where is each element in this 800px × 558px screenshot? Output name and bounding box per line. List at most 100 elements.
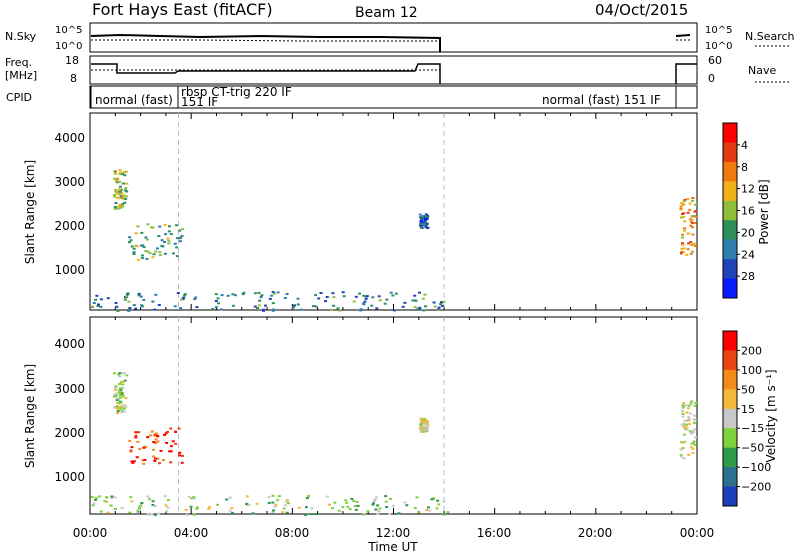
scatter-cell	[165, 510, 169, 513]
scatter-cell	[439, 301, 443, 304]
scatter-cell	[114, 302, 118, 304]
scatter-cell	[328, 503, 331, 506]
scatter-cell	[130, 460, 134, 463]
scatter-cell	[231, 293, 235, 296]
scatter-cell	[426, 424, 430, 427]
scatter-cell	[121, 182, 125, 185]
scatter-cell	[281, 511, 285, 514]
scatter-cell	[129, 449, 133, 452]
scatter-cell	[276, 291, 280, 294]
scatter-cell	[123, 410, 126, 413]
scatter-cell	[385, 506, 389, 508]
scatter-cell	[91, 504, 95, 507]
scatter-cell	[691, 233, 695, 236]
scatter-cell	[422, 221, 426, 223]
scatter-cell	[273, 505, 277, 508]
scatter-cell	[132, 304, 136, 307]
noise-tick-low-left: 10^0	[55, 41, 82, 52]
scatter-cell	[258, 299, 262, 302]
scatter-cell	[113, 406, 117, 409]
scatter-cell	[231, 304, 235, 307]
scatter-cell	[686, 248, 690, 251]
velocity-colorbar-label: Velocity [m s⁻¹]	[764, 369, 778, 462]
scatter-cell	[113, 207, 117, 210]
scatter-cell	[692, 414, 696, 417]
scatter-cell	[192, 513, 196, 516]
scatter-cell	[132, 253, 136, 255]
scatter-cell	[285, 499, 289, 501]
scatter-cell	[419, 426, 423, 429]
scatter-cell	[144, 445, 148, 448]
scatter-cell	[118, 193, 122, 196]
scatter-cell	[117, 373, 121, 376]
xtick-1200: 12:00	[376, 526, 411, 540]
scatter-cell	[120, 406, 124, 409]
scatter-cell	[423, 293, 427, 296]
scatter-cell	[114, 202, 118, 204]
scatter-cell	[135, 456, 139, 459]
scatter-cell	[325, 296, 329, 298]
noise-panel: N.Sky N.Search 10^5 10^0 10^5 10^0	[5, 22, 795, 53]
scatter-cell	[687, 418, 691, 421]
scatter-cell	[167, 239, 171, 242]
scatter-cell	[130, 446, 134, 449]
scatter-cell	[124, 297, 128, 300]
scatter-cell	[682, 425, 686, 428]
scatter-cell	[114, 189, 118, 192]
colorbar-tick-label: 28	[741, 270, 755, 283]
scatter-cell	[195, 507, 199, 510]
scatter-cell	[115, 305, 119, 308]
scatter-cell	[418, 306, 422, 309]
scatter-cell	[405, 504, 409, 507]
scatter-cell	[125, 190, 129, 193]
colorbar-swatch	[723, 142, 737, 163]
scatter-cell	[687, 453, 691, 456]
scatter-cell	[121, 372, 125, 375]
scatter-cell	[151, 448, 155, 451]
scatter-cell	[376, 504, 380, 507]
colorbar-swatch	[723, 123, 737, 143]
scatter-cell	[118, 407, 121, 410]
power-ylabel: Slant Range [km]	[23, 160, 37, 264]
scatter-cell	[691, 197, 695, 199]
cpid-segment-3: normal (fast) 151 IF	[542, 93, 661, 107]
scatter-cell	[694, 215, 698, 218]
scatter-cell	[694, 401, 698, 404]
velocity-ylabel: Slant Range [km]	[23, 364, 37, 468]
scatter-cell	[114, 171, 118, 174]
scatter-cell	[183, 293, 187, 296]
scatter-cell	[184, 508, 188, 511]
scatter-cell	[362, 294, 366, 297]
scatter-cell	[110, 495, 114, 498]
scatter-cell	[682, 251, 686, 253]
scatter-cell	[403, 501, 407, 504]
scatter-cell	[389, 497, 393, 500]
velocity-ytick-4000: 4000	[54, 337, 85, 351]
scatter-cell	[324, 300, 327, 303]
scatter-cell	[285, 511, 289, 514]
scatter-cell	[422, 417, 426, 420]
scatter-cell	[374, 508, 378, 511]
scatter-cell	[220, 294, 224, 297]
scatter-cell	[226, 294, 230, 297]
scatter-cell	[397, 512, 401, 515]
scatter-cell	[383, 302, 387, 305]
scatter-cell	[154, 293, 158, 296]
scatter-cell	[119, 195, 123, 198]
scatter-cell	[113, 206, 117, 208]
scatter-cell	[684, 404, 688, 407]
scatter-cell	[442, 513, 446, 516]
scatter-cell	[153, 459, 157, 462]
scatter-cell	[687, 232, 691, 235]
scatter-cell	[689, 403, 693, 406]
scatter-cell	[110, 497, 114, 499]
scatter-cell	[352, 500, 356, 503]
scatter-cell	[138, 507, 141, 510]
scatter-cell	[180, 234, 184, 237]
scatter-cell	[161, 245, 165, 248]
scatter-cell	[113, 195, 117, 198]
scatter-cell	[425, 509, 429, 511]
scatter-cell	[151, 500, 155, 503]
scatter-cell	[420, 419, 424, 422]
scatter-cell	[420, 224, 424, 227]
